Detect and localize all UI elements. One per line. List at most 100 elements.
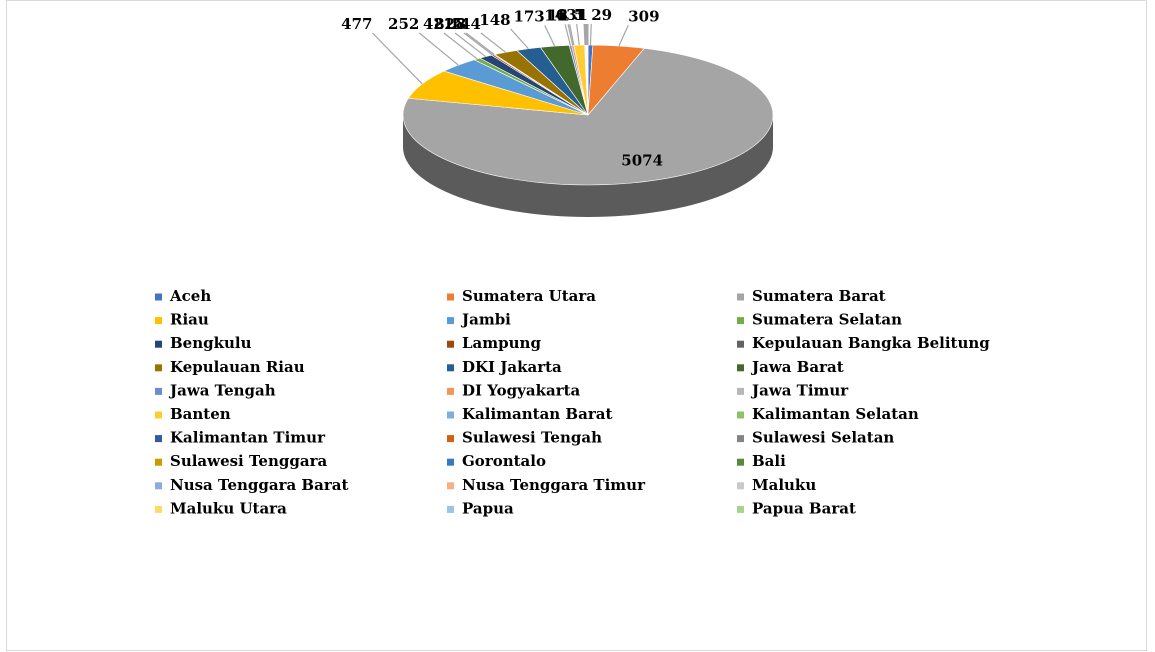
data-label: 13	[547, 6, 568, 24]
legend-marker	[447, 364, 454, 372]
legend-label: Gorontalo	[462, 452, 546, 470]
data-label: 252	[388, 15, 419, 33]
legend-marker	[737, 317, 744, 325]
legend-marker	[155, 411, 162, 419]
legend-label: Bengkulu	[170, 334, 252, 352]
pie-tops	[402, 44, 774, 186]
legend-marker	[737, 411, 744, 419]
data-label: 1	[576, 6, 586, 24]
legend-marker	[737, 387, 744, 395]
legend-label: Sulawesi Selatan	[752, 429, 894, 447]
legend-marker	[447, 482, 454, 490]
legend-label: Nusa Tenggara Barat	[170, 476, 348, 494]
data-label: 1	[559, 6, 569, 24]
legend-label: DKI Jakarta	[462, 358, 562, 376]
leader-line	[567, 24, 574, 46]
legend-label: Jambi	[460, 311, 511, 329]
legend-label: Nusa Tenggara Timur	[462, 476, 646, 494]
legend-label: Papua	[462, 499, 514, 517]
legend-label: Riau	[170, 311, 209, 329]
legend-label: Aceh	[169, 287, 211, 305]
legend-marker	[447, 317, 454, 325]
leader-line	[618, 25, 629, 47]
legend-marker	[155, 387, 162, 395]
data-label: 1	[577, 6, 587, 24]
legend-label: Banten	[170, 405, 231, 423]
legend-marker	[737, 458, 744, 466]
data-label: 1	[576, 6, 586, 24]
legend-label: Jawa Tengah	[168, 381, 276, 399]
legend-marker	[155, 505, 162, 513]
leader-line	[576, 24, 580, 46]
pie-sides	[403, 115, 773, 217]
legend-label: Papua Barat	[752, 499, 856, 517]
slice-side	[403, 115, 773, 217]
legend-label: Sumatera Utara	[462, 287, 596, 305]
legend-marker	[155, 482, 162, 490]
data-label: 3	[575, 6, 585, 24]
data-label: 1	[576, 6, 586, 24]
legend-marker	[737, 364, 744, 372]
leader-line	[465, 32, 495, 56]
data-label: 42	[423, 15, 444, 33]
data-label: 29	[591, 6, 612, 24]
data-label: 15	[443, 15, 464, 33]
legend-label: Kepulauan Riau	[170, 358, 305, 376]
data-label: 1	[576, 6, 586, 24]
legend-label: Sumatera Selatan	[752, 311, 902, 329]
legend-marker	[447, 387, 454, 395]
legend-label: Lampung	[462, 334, 541, 352]
leader-line	[583, 23, 586, 46]
legend-marker	[155, 364, 162, 372]
data-label: 5074	[621, 152, 663, 170]
data-label: 82	[434, 15, 455, 33]
legend-marker	[447, 505, 454, 513]
data-label: 309	[628, 7, 659, 25]
legend-marker	[155, 458, 162, 466]
leader-line	[589, 23, 592, 46]
legend-label: Maluku Utara	[170, 499, 287, 517]
leader-line	[443, 32, 478, 60]
legend-label: Maluku	[752, 476, 816, 494]
slice	[402, 48, 774, 186]
data-label: 5	[574, 6, 584, 24]
data-label: 8	[456, 15, 466, 33]
legend-marker	[737, 505, 744, 513]
leader-line	[454, 32, 487, 58]
data-label: 1	[575, 6, 585, 24]
data-label: 1	[577, 6, 587, 24]
legend-marker	[737, 435, 744, 443]
leader-line	[418, 32, 459, 66]
legend-marker	[155, 435, 162, 443]
legend-marker	[155, 340, 162, 348]
leader-line	[564, 24, 571, 46]
legend-marker	[447, 293, 454, 301]
legend-label: Kalimantan Selatan	[752, 405, 919, 423]
legend-marker	[447, 411, 454, 419]
leader-line	[372, 32, 423, 85]
data-label: 144	[450, 15, 481, 33]
data-label: 63	[556, 6, 577, 24]
legend-label: Sumatera Barat	[752, 287, 886, 305]
legend: Aceh Sumatera Utara Sumatera Barat Riau Jamb…	[155, 287, 990, 517]
leader-line	[510, 28, 529, 50]
legend-label: Bali	[752, 452, 786, 470]
legend-marker	[155, 317, 162, 325]
data-label: 1	[577, 6, 587, 24]
legend-marker	[737, 340, 744, 348]
legend-marker	[155, 293, 162, 301]
legend-label: Jawa Timur	[750, 381, 849, 399]
leader-line	[463, 32, 494, 56]
leader-line	[480, 32, 507, 53]
legend-label: DI Yogyakarta	[462, 381, 581, 399]
legend-marker	[447, 458, 454, 466]
data-label: 1	[575, 6, 585, 24]
leader-line	[544, 25, 556, 47]
data-label: 14	[544, 6, 565, 24]
data-label: 1	[577, 6, 587, 24]
legend-marker	[737, 293, 744, 301]
legend-label: Kalimantan Timur	[170, 429, 326, 447]
legend-marker	[447, 340, 454, 348]
